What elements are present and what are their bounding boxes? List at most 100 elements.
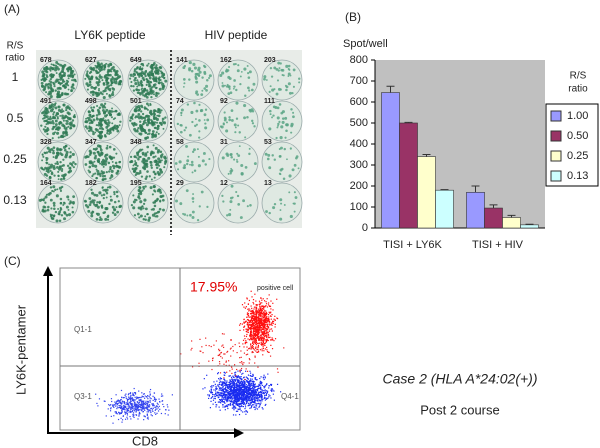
- spot: [221, 84, 225, 88]
- event-dot: [123, 403, 125, 405]
- event-dot: [266, 350, 269, 353]
- spot: [115, 72, 118, 76]
- spot: [132, 200, 136, 204]
- spot: [146, 96, 149, 99]
- event-dot: [251, 320, 254, 323]
- event-dot: [219, 393, 221, 396]
- event-dot: [220, 384, 222, 386]
- spot: [137, 105, 141, 109]
- event-dot: [236, 393, 238, 396]
- event-dot: [239, 384, 241, 387]
- spot: [263, 75, 267, 79]
- event-dot: [258, 338, 260, 340]
- spot: [198, 130, 201, 133]
- event-dot: [265, 318, 267, 320]
- event-dot: [137, 406, 139, 409]
- spot: [116, 210, 120, 214]
- spot: [269, 113, 272, 116]
- event-dot: [223, 398, 225, 400]
- event-dot: [124, 402, 126, 404]
- spot: [108, 202, 111, 206]
- event-dot: [132, 405, 134, 407]
- spot: [280, 125, 284, 129]
- event-dot: [134, 403, 136, 405]
- spot: [50, 73, 53, 76]
- spot: [49, 213, 52, 216]
- spot: [56, 162, 59, 165]
- spot: [104, 102, 107, 105]
- event-dot: [154, 412, 156, 414]
- event-dot: [231, 384, 234, 386]
- spot: [54, 68, 58, 72]
- event-dot: [216, 394, 218, 397]
- event-dot: [130, 418, 132, 420]
- spot: [206, 118, 210, 122]
- spot: [106, 186, 109, 189]
- y-tick-label: 800: [350, 54, 368, 66]
- event-dot: [267, 327, 270, 329]
- spot: [50, 216, 53, 219]
- spot: [47, 85, 49, 88]
- event-dot: [251, 396, 254, 398]
- event-dot: [243, 396, 245, 398]
- event-dot: [265, 394, 267, 396]
- event-dot: [220, 393, 223, 395]
- event-dot: [262, 347, 264, 350]
- spot: [107, 161, 111, 165]
- event-dot: [155, 398, 157, 401]
- event-dot: [266, 312, 268, 315]
- spot: [191, 120, 194, 124]
- spot: [219, 73, 223, 78]
- spot: [86, 70, 89, 73]
- event-dot: [266, 329, 268, 331]
- event-dot: [144, 395, 146, 397]
- event-dot: [141, 408, 144, 410]
- spot: [73, 115, 76, 119]
- event-dot: [240, 397, 242, 399]
- event-dot: [235, 395, 237, 397]
- spot: [237, 124, 240, 127]
- event-dot: [247, 303, 250, 305]
- event-dot: [230, 394, 232, 396]
- spot: [94, 127, 98, 131]
- event-dot: [253, 347, 255, 349]
- event-dot: [251, 307, 253, 309]
- spot: [72, 161, 75, 164]
- event-dot: [256, 312, 258, 314]
- event-dot: [256, 313, 258, 315]
- spot: [59, 135, 63, 139]
- event-dot: [228, 360, 230, 362]
- quadrant-label: Q4-1: [281, 392, 299, 401]
- event-dot: [268, 316, 270, 318]
- event-dot: [237, 379, 239, 381]
- y-tick-label: 200: [350, 180, 368, 192]
- event-dot: [259, 332, 261, 334]
- event-dot: [250, 290, 252, 292]
- event-dot: [233, 409, 235, 411]
- event-dot: [110, 407, 112, 409]
- event-dot: [240, 398, 243, 400]
- spot: [189, 163, 191, 166]
- spot: [109, 156, 112, 159]
- event-dot: [263, 314, 265, 316]
- event-dot: [252, 313, 254, 315]
- event-dot: [259, 319, 261, 321]
- event-dot: [238, 389, 241, 391]
- event-dot: [220, 355, 222, 358]
- event-dot: [139, 409, 141, 411]
- event-dot: [135, 411, 137, 413]
- spot: [109, 177, 112, 180]
- event-dot: [254, 336, 256, 339]
- event-dot: [228, 375, 230, 377]
- spot: [187, 155, 190, 158]
- spot-count: 195: [130, 180, 142, 187]
- event-dot: [223, 363, 225, 365]
- event-dot: [109, 410, 112, 412]
- event-dot: [113, 415, 115, 417]
- spot: [46, 132, 49, 136]
- x-axis-label: CD8: [132, 433, 158, 448]
- event-dot: [253, 333, 255, 335]
- event-dot: [152, 395, 154, 397]
- event-dot: [119, 413, 121, 415]
- event-dot: [231, 390, 233, 392]
